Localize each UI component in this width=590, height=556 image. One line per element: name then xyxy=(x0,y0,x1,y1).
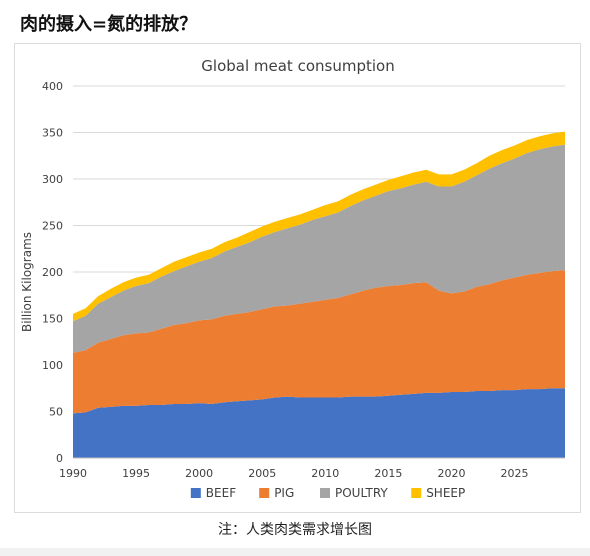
chart-title: Global meat consumption xyxy=(201,57,394,75)
x-tick-label: 2010 xyxy=(311,467,339,480)
y-tick-label: 100 xyxy=(42,359,63,372)
legend-swatch-beef xyxy=(190,488,201,498)
legend-swatch-sheep xyxy=(411,488,422,498)
legend-label-beef: BEEF xyxy=(206,486,236,500)
footer-strip xyxy=(0,548,590,556)
legend: BEEF PIG POULTRY SHEEP xyxy=(190,486,465,500)
y-tick-label: 300 xyxy=(42,173,63,186)
y-tick-label: 400 xyxy=(42,80,63,93)
legend-label-sheep: SHEEP xyxy=(426,486,465,500)
area-series-poultry xyxy=(73,144,565,353)
x-tick-label: 1995 xyxy=(122,467,150,480)
legend-swatch-pig xyxy=(259,488,270,498)
y-tick-label: 250 xyxy=(42,220,63,233)
legend-label-pig: PIG xyxy=(274,486,294,500)
area-series-pig xyxy=(73,270,565,414)
x-tick-label: 1990 xyxy=(59,467,87,480)
y-tick-label: 350 xyxy=(42,127,63,140)
y-tick-label: 150 xyxy=(42,313,63,326)
page-heading: 肉的摄入=氮的排放？ xyxy=(20,14,198,35)
y-tick-label: 200 xyxy=(42,266,63,279)
x-tick-label: 2000 xyxy=(185,467,213,480)
x-axis: 1990 1995 2000 2005 2010 2015 2020 2025 xyxy=(59,457,565,480)
legend-swatch-poultry xyxy=(320,488,330,498)
x-tick-label: 2020 xyxy=(437,467,465,480)
chart-card: Global meat consumption 0 50 100 150 200 250 3… xyxy=(14,43,581,513)
chart-note: 注：人类肉类需求增长图 xyxy=(218,522,372,538)
area-series-layer xyxy=(73,131,565,458)
x-tick-label: 2025 xyxy=(501,467,529,480)
x-tick-label: 2005 xyxy=(248,467,276,480)
y-axis-label: Billion Kilograms xyxy=(20,232,34,332)
y-tick-label: 50 xyxy=(49,406,63,419)
y-tick-label: 0 xyxy=(56,452,63,465)
x-tick-label: 2015 xyxy=(374,467,402,480)
legend-label-poultry: POULTRY xyxy=(335,486,388,500)
y-axis: 0 50 100 150 200 250 300 350 400 xyxy=(42,80,63,465)
area-series-sheep xyxy=(73,131,565,322)
area-series-beef xyxy=(73,388,565,458)
area-chart: Global meat consumption 0 50 100 150 200 250 3… xyxy=(20,57,565,500)
